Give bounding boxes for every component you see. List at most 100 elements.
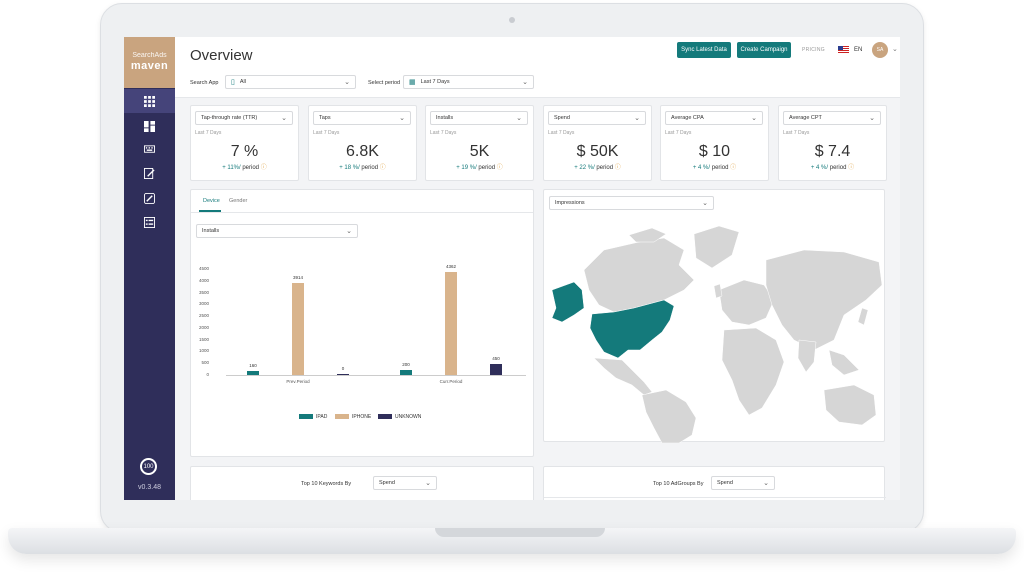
chevron-down-icon: ⌄ [522,79,528,86]
y-tick-label: 3000 [198,301,209,307]
legend-label-unknown[interactable]: UNKNOWN [395,414,422,420]
app-screen: SearchAds maven 100 v0.3.48 Overview Syn… [124,37,900,500]
device-metric-select[interactable]: Installs ⌄ [196,224,358,238]
legend-swatch-unknown[interactable] [378,414,392,419]
logo-line1: SearchAds [132,52,167,59]
laptop-notch [435,528,605,537]
chevron-down-icon: ⌄ [281,115,287,122]
y-tick-label: 1500 [198,336,209,342]
page-title: Overview [190,47,253,64]
kpi-period: Last 7 Days [665,130,692,136]
sync-latest-data-button[interactable]: Sync Latest Data [677,42,731,58]
chevron-down-icon: ⌄ [634,115,640,122]
bar-unknown-1[interactable] [490,364,502,375]
kpi-metric-value: Taps [319,115,331,121]
y-tick-label: 2000 [198,324,209,330]
kpi-metric-value: Tap-through rate (TTR) [201,115,258,121]
info-icon[interactable]: ⓘ [379,165,386,171]
bar-unknown-0[interactable] [337,374,349,375]
bar-iphone-0[interactable] [292,282,304,375]
sidebar-item-overview[interactable] [124,89,175,113]
top-keywords-select[interactable]: Spend ⌄ [373,476,437,490]
tab-gender[interactable]: Gender [229,198,248,204]
info-icon[interactable]: ⓘ [730,165,737,171]
y-tick-label: 0 [206,372,209,377]
select-period-label: Select period [368,80,401,86]
sidebar-item-list[interactable] [124,210,175,234]
kpi-metric-value: Average CPA [671,115,704,121]
map-region-uk [713,283,723,299]
kpi-value: 6.8K [346,143,379,160]
kpi-metric-value: Installs [436,115,454,121]
kpi-card: Taps ⌄ Last 7 Days 6.8K + 18 %/ period ⓘ [308,105,417,181]
map-region-africa [721,327,785,416]
legend-label-iphone[interactable]: IPHONE [352,414,372,420]
map-region-southeast-asia [828,349,860,376]
kpi-metric-select[interactable]: Tap-through rate (TTR) ⌄ [195,111,293,125]
x-axis-line [226,375,526,376]
create-campaign-button[interactable]: Create Campaign [737,42,791,58]
kpi-value: 7 % [230,143,259,160]
info-icon[interactable]: ⓘ [614,165,621,171]
info-icon[interactable]: ⓘ [260,165,267,171]
bar-ipad-0[interactable] [247,371,259,375]
map-region-usa [589,299,675,359]
pricing-link[interactable]: PRICING [802,47,825,53]
y-tick-label: 1000 [198,348,209,354]
dashboard-icon [144,120,155,132]
language-selector[interactable]: EN [854,47,863,53]
tab-underline [199,210,221,212]
legend-swatch-ipad[interactable] [299,414,313,419]
kpi-value: $ 10 [698,143,731,160]
kpi-metric-select[interactable]: Spend ⌄ [548,111,646,125]
sidebar-item-edit[interactable] [124,186,175,210]
tab-device[interactable]: Device [203,198,220,204]
map-metric-select[interactable]: Impressions ⌄ [549,196,714,210]
edit-chart-icon [144,167,155,179]
logo[interactable]: SearchAds maven [124,37,175,88]
kpi-change-suffix: period [476,165,496,171]
divider [544,497,886,498]
search-app-select[interactable]: ▯ All ⌄ [225,75,356,89]
chevron-down-icon[interactable]: ⌄ [892,46,898,53]
kpi-change: + 4 %/ period ⓘ [779,162,886,171]
laptop-base [8,528,1016,554]
kpi-change-pct: + 11%/ [222,165,241,171]
us-flag-icon[interactable] [838,46,849,53]
info-icon[interactable]: ⓘ [496,165,503,171]
kpi-metric-select[interactable]: Average CPT ⌄ [783,111,881,125]
kpi-metric-select[interactable]: Installs ⌄ [430,111,528,125]
info-icon[interactable]: ⓘ [848,165,855,171]
map-region-alaska [551,281,585,323]
kpi-change: + 11%/ period ⓘ [191,162,298,171]
bar-ipad-1[interactable] [400,370,412,375]
period-select[interactable]: ▦ Last 7 Days ⌄ [403,75,534,89]
version-label: v0.3.48 [138,484,161,491]
bar-data-label: 0 [341,366,345,371]
kpi-metric-value: Spend [554,115,570,121]
sidebar-item-dashboard[interactable] [124,114,175,138]
chevron-down-icon: ⌄ [399,115,405,122]
kpi-change-pct: + 22 %/ [574,165,595,171]
y-tick-label: 4000 [198,277,209,283]
device-bar-chart: 0 500 1000 1500 2000 2500 3000 3500 4000 4500 160 3… [191,190,535,458]
help-badge-icon[interactable]: 100 [140,458,157,475]
kpi-change: + 4 %/ period ⓘ [661,162,768,171]
top-adgroups-select[interactable]: Spend ⌄ [711,476,775,490]
legend-swatch-iphone[interactable] [335,414,349,419]
top-keywords-label: Top 10 Keywords By [301,481,352,487]
kpi-metric-select[interactable]: Taps ⌄ [313,111,411,125]
kpi-change-pct: + 18 %/ [339,165,360,171]
map-region-south-america [641,389,697,443]
kpi-card: Spend ⌄ Last 7 Days $ 50K + 22 %/ period ⓘ [543,105,652,181]
device-chart-card: Device Gender Installs ⌄ 0 500 1000 1500 200… [190,189,534,457]
bar-iphone-1[interactable] [445,272,457,375]
avatar[interactable]: SA [872,42,888,58]
legend-label-ipad[interactable]: IPAD [316,414,328,420]
device-tabs: Device Gender [191,190,533,213]
logo-line2: maven [130,60,169,72]
kpi-change: + 22 %/ period ⓘ [544,162,651,171]
kpi-metric-select[interactable]: Average CPA ⌄ [665,111,763,125]
sidebar-item-keywords[interactable] [124,137,175,161]
sidebar-item-reports[interactable] [124,161,175,185]
